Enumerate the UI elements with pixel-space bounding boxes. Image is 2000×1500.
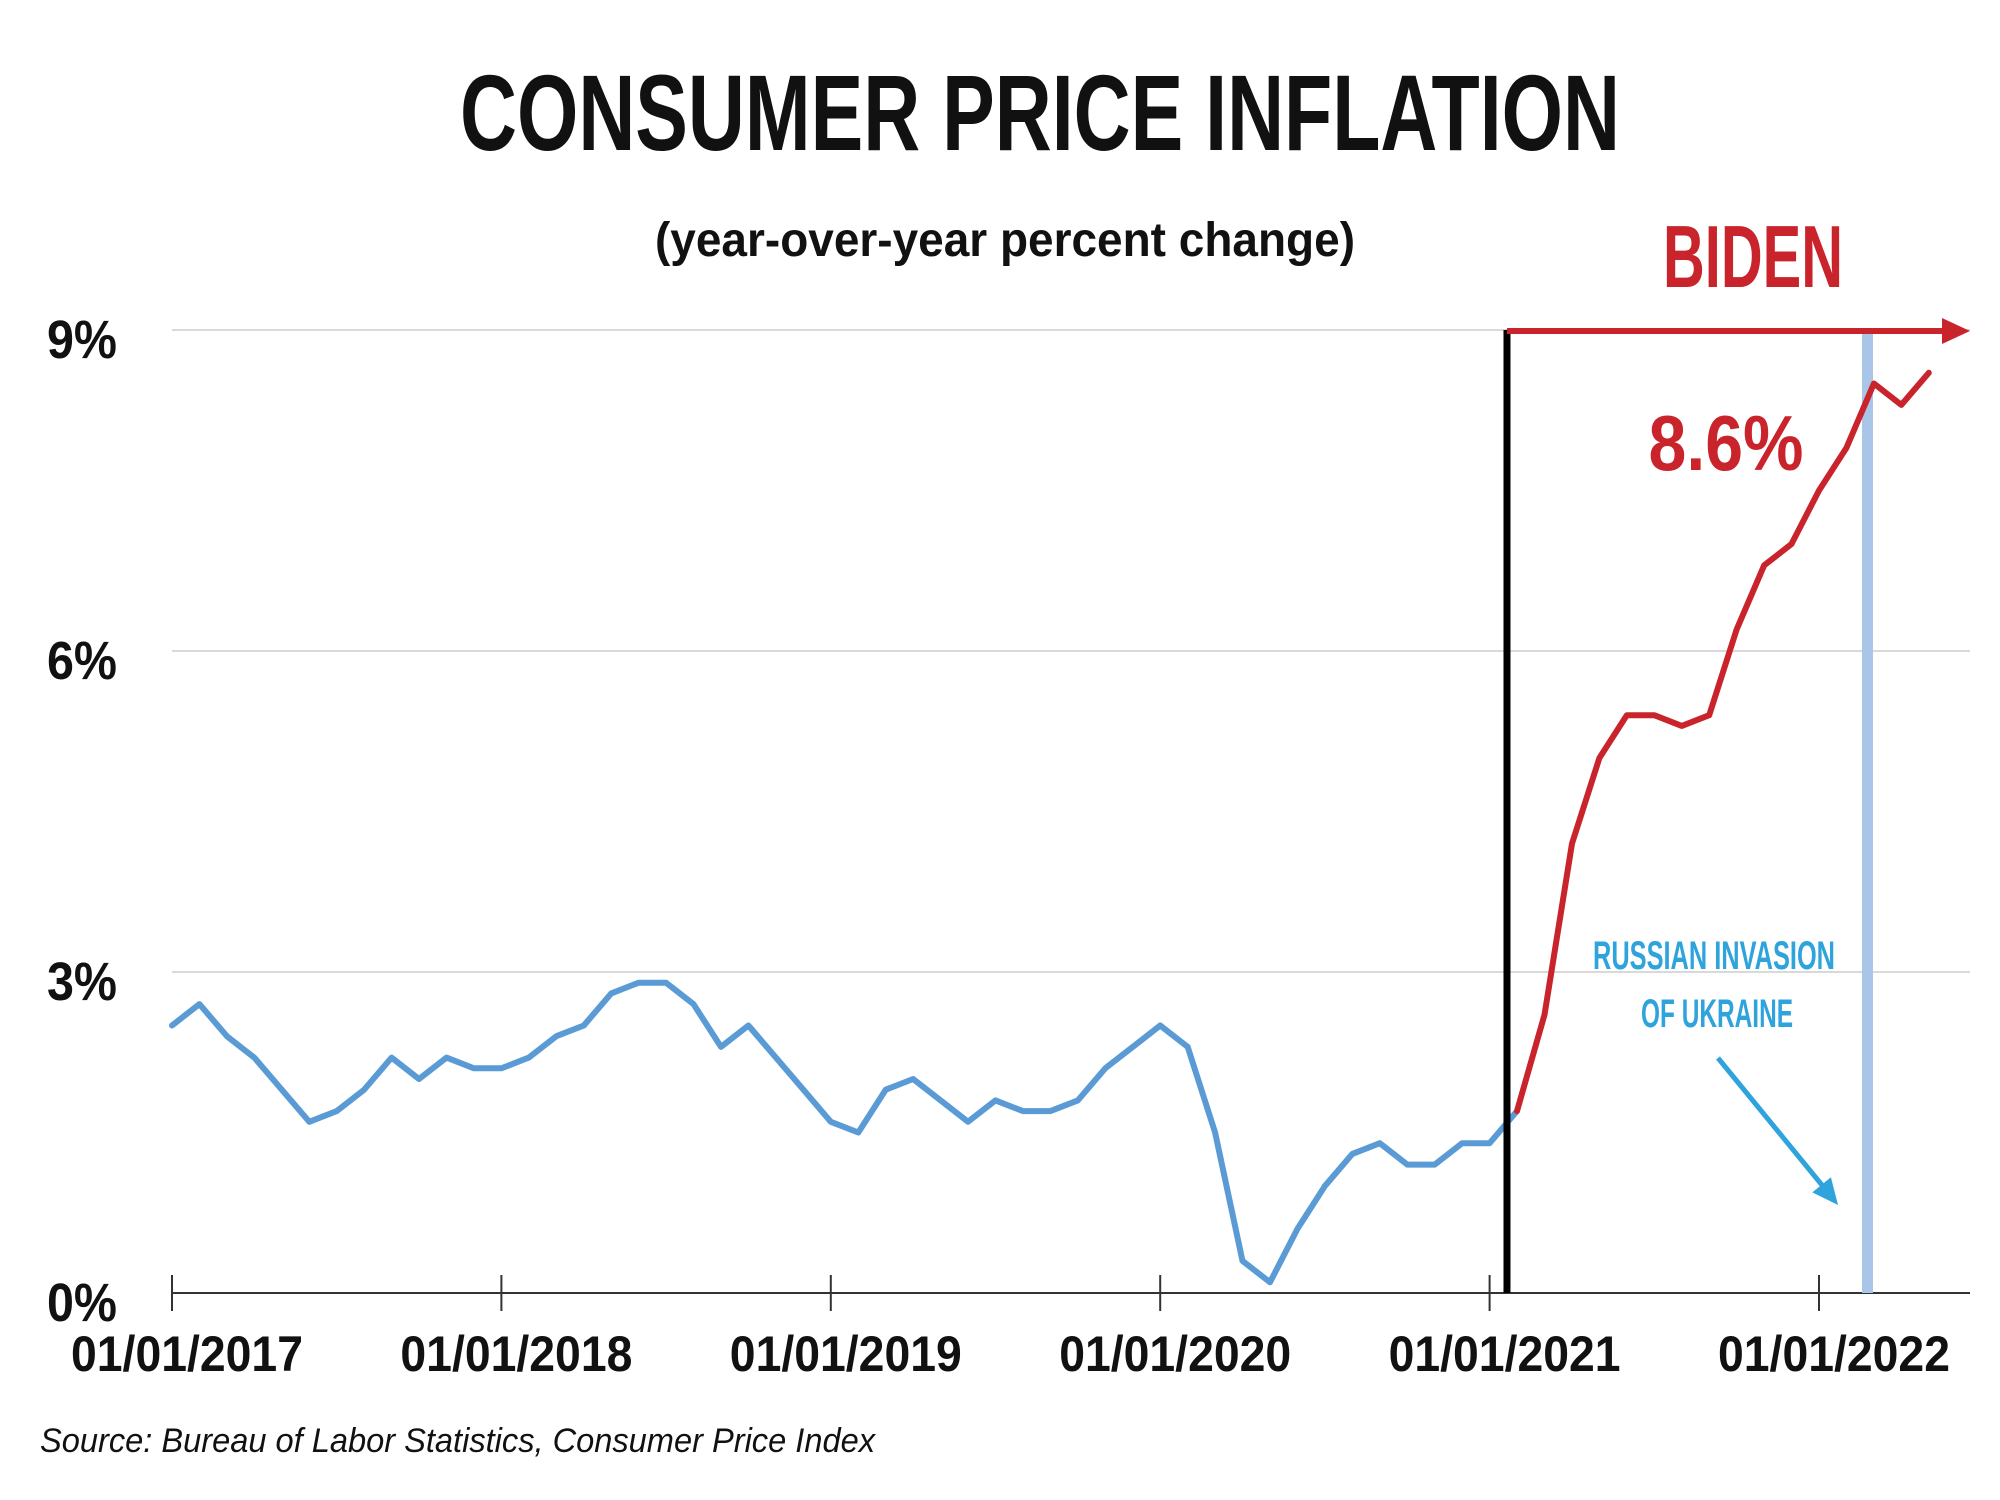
invasion-label-line2: OF UKRAINE — [1641, 992, 1793, 1036]
x-tick-label: 01/01/2021 — [1389, 1326, 1621, 1382]
series-line-red — [1514, 369, 1932, 1115]
x-tick-label: 01/01/2022 — [1718, 1326, 1950, 1382]
invasion-label-line1: RUSSIAN INVASION — [1593, 934, 1835, 978]
source-note: Source: Bureau of Labor Statistics, Cons… — [40, 1422, 876, 1460]
biden-arrow-head — [1942, 318, 1970, 344]
y-tick-labels: 0% 3% 6% 9% — [47, 310, 117, 1333]
invasion-arrow — [1716, 1056, 1838, 1205]
invasion-arrow-head — [1812, 1177, 1838, 1205]
x-tick-label: 01/01/2020 — [1059, 1326, 1291, 1382]
y-tick-label: 0% — [47, 1273, 117, 1333]
x-tick-label: 01/01/2017 — [71, 1326, 303, 1382]
invasion-arrow-shaft — [1716, 1056, 1828, 1192]
series-lines — [169, 369, 1932, 1286]
y-tick-label: 6% — [47, 631, 117, 691]
chart-title: CONSUMER PRICE INFLATION — [460, 52, 1620, 173]
y-tick-label: 9% — [47, 310, 117, 370]
biden-label: BIDEN — [1663, 207, 1843, 306]
x-tick-label: 01/01/2018 — [400, 1326, 632, 1382]
series-line-blue — [169, 979, 1520, 1286]
biden-arrow — [1506, 318, 1970, 344]
latest-value-label: 8.6% — [1649, 399, 1804, 487]
y-tick-label: 3% — [47, 952, 117, 1012]
chart-subtitle: (year-over-year percent change) — [655, 214, 1355, 267]
x-tick-label: 01/01/2019 — [730, 1326, 962, 1382]
x-axis: 01/01/2017 01/01/2018 01/01/2019 01/01/2020… — [71, 1275, 1970, 1382]
